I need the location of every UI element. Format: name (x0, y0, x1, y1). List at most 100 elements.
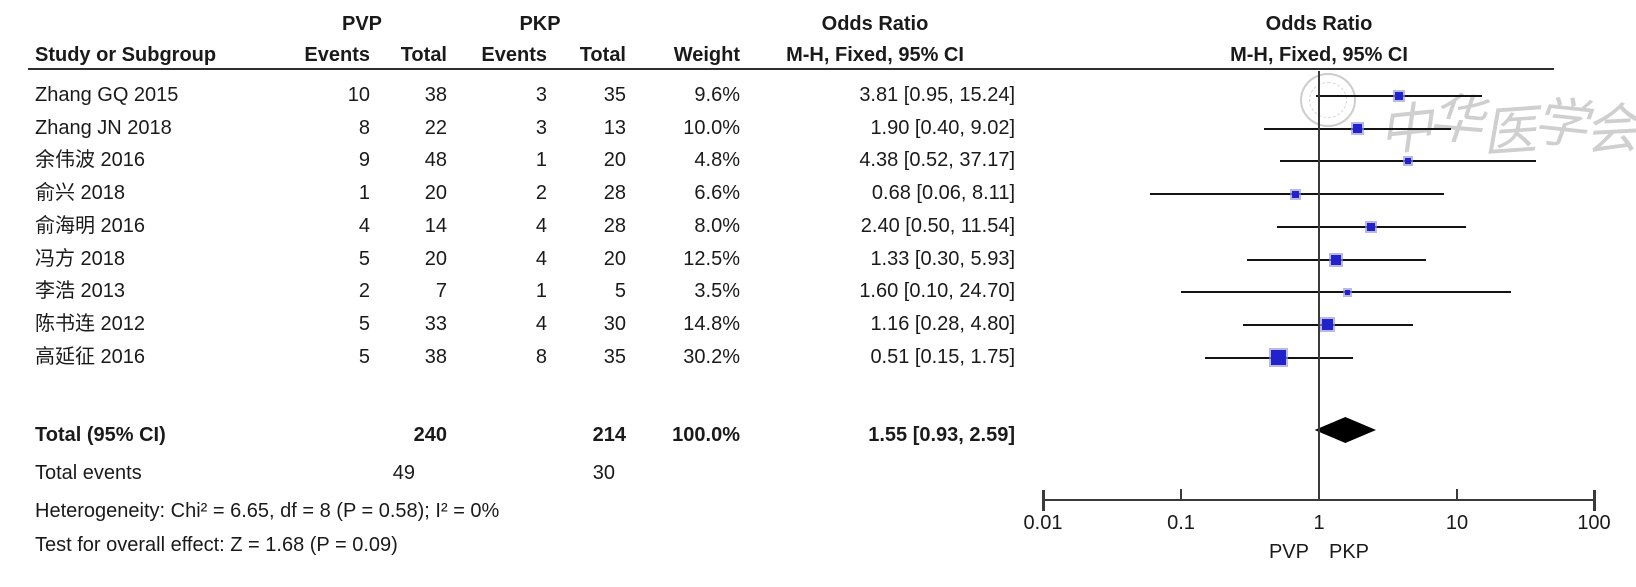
study-row-events2: 4 (535, 247, 547, 270)
study-row-weight: 12.5% (683, 247, 740, 270)
x-axis-tick (1318, 489, 1320, 500)
study-row-events1: 9 (358, 149, 370, 172)
study-row-weight: 30.2% (683, 345, 740, 368)
study-row-name: 冯方 2018 (35, 247, 126, 270)
watermark-character: 会 (1582, 98, 1636, 162)
total-row-label: Total (95% CI) (35, 424, 166, 446)
effect-square (1367, 222, 1376, 231)
watermark-seal-icon (1300, 73, 1356, 127)
study-row-total1: 14 (424, 214, 447, 237)
study-row-weight: 10.0% (683, 116, 740, 139)
x-axis-tick-label: 1 (1313, 512, 1325, 534)
header-divider (28, 68, 1554, 70)
group2-header: PKP (519, 13, 561, 35)
total-row-total1: 240 (413, 424, 447, 446)
axis-label-right: PKP (1329, 541, 1370, 563)
study-row-or_label: 0.68 [0.06, 8.11] (871, 182, 1015, 205)
null-effect-line (1318, 71, 1320, 500)
study-row-name: Zhang GQ 2015 (35, 84, 179, 106)
study-row-weight: 6.6% (694, 182, 740, 205)
total-events-group1: 49 (392, 462, 415, 484)
effect-square (1404, 158, 1411, 165)
study-row-total2: 5 (614, 280, 626, 303)
study-row-name: 余伟波 2016 (35, 149, 146, 172)
study-row-events1: 5 (358, 312, 370, 335)
study-row-total2: 30 (603, 312, 626, 335)
heterogeneity-stat: Heterogeneity: Chi² = 6.65, df = 8 (P = … (35, 500, 500, 522)
study-row-or_label: 4.38 [0.52, 37.17] (859, 149, 1015, 172)
study-row-events2: 4 (535, 214, 547, 237)
study-row-name: 俞兴 2018 (35, 182, 126, 205)
study-row-events1: 1 (358, 182, 370, 205)
total-row-or: 1.55 [0.93, 2.59] (868, 424, 1015, 446)
study-row-events1: 2 (358, 280, 370, 303)
study-row-events2: 4 (535, 312, 547, 335)
study-row-events2: 3 (535, 116, 547, 139)
effect-square (1344, 289, 1350, 295)
study-row-events2: 2 (535, 182, 547, 205)
x-axis-tick-label: 0.01 (1023, 512, 1063, 534)
total2-column-header: Total (579, 44, 626, 66)
or-plot-column-subheader: M-H, Fixed, 95% CI (1230, 44, 1408, 66)
study-row-weight: 3.5% (694, 280, 740, 303)
study-row-name: Zhang JN 2018 (35, 116, 172, 139)
watermark: 中华医学会 (1290, 71, 1636, 186)
study-row-total2: 28 (603, 214, 626, 237)
x-axis-tick-label: 100 (1577, 512, 1611, 534)
total-row-total2: 214 (592, 424, 626, 446)
study-row-events1: 8 (358, 116, 370, 139)
study-row-total1: 22 (424, 116, 447, 139)
watermark-character: 华 (1427, 87, 1487, 153)
x-axis-line (1043, 499, 1595, 501)
effect-square (1322, 319, 1334, 331)
or-plot-column-title: Odds Ratio (1265, 13, 1373, 35)
study-row-events2: 8 (535, 345, 547, 368)
study-row-total2: 35 (603, 345, 626, 368)
group1-header: PVP (341, 13, 383, 35)
study-row-events2: 3 (535, 84, 547, 106)
study-row-or_label: 1.90 [0.40, 9.02] (870, 116, 1015, 139)
study-row-total1: 38 (424, 345, 447, 368)
study-row-total1: 33 (424, 312, 447, 335)
study-row-total2: 13 (603, 116, 626, 139)
x-axis-tick-label: 0.1 (1167, 512, 1195, 534)
watermark-seal-inner-icon (1309, 82, 1347, 118)
x-axis-endcap (1593, 490, 1596, 511)
study-row-weight: 4.8% (694, 149, 740, 172)
study-row-total2: 20 (603, 247, 626, 270)
study-row-name: 俞海明 2016 (35, 214, 146, 237)
effect-square (1395, 92, 1404, 100)
effect-square (1352, 124, 1362, 134)
watermark-character: 医 (1480, 100, 1539, 164)
study-row-or_label: 2.40 [0.50, 11.54] (860, 214, 1015, 237)
study-row-or_label: 3.81 [0.95, 15.24] (859, 84, 1015, 106)
study-row-or_label: 1.60 [0.10, 24.70] (859, 280, 1015, 303)
total1-column-header: Total (400, 44, 447, 66)
x-axis-endcap (1042, 490, 1045, 511)
study-row-name: 李浩 2013 (35, 280, 126, 303)
study-row-total2: 35 (603, 84, 626, 106)
x-axis-tick (1180, 489, 1182, 500)
study-row-or_label: 0.51 [0.15, 1.75] (870, 345, 1015, 368)
study-row-events1: 5 (358, 345, 370, 368)
total-events-label: Total events (35, 462, 142, 484)
study-column-header: Study or Subgroup (35, 44, 217, 66)
axis-label-left: PVP (1268, 541, 1309, 563)
total-events-group2: 30 (592, 462, 615, 484)
or-text-column-title: Odds Ratio (821, 13, 929, 35)
effect-square (1292, 190, 1300, 198)
study-row-weight: 9.6% (694, 84, 740, 106)
total-row-weight: 100.0% (672, 424, 740, 446)
study-row-events1: 5 (358, 247, 370, 270)
study-row-events1: 4 (358, 214, 370, 237)
study-row-name: 高延征 2016 (35, 345, 146, 368)
weight-column-header: Weight (673, 44, 740, 66)
effect-square (1271, 350, 1287, 366)
study-row-events2: 1 (535, 280, 547, 303)
study-row-total1: 48 (424, 149, 447, 172)
study-row-weight: 8.0% (694, 214, 740, 237)
study-row-name: 陈书连 2012 (35, 312, 146, 335)
study-row-total1: 20 (424, 247, 447, 270)
effect-square (1331, 254, 1342, 265)
study-row-events2: 1 (535, 149, 547, 172)
